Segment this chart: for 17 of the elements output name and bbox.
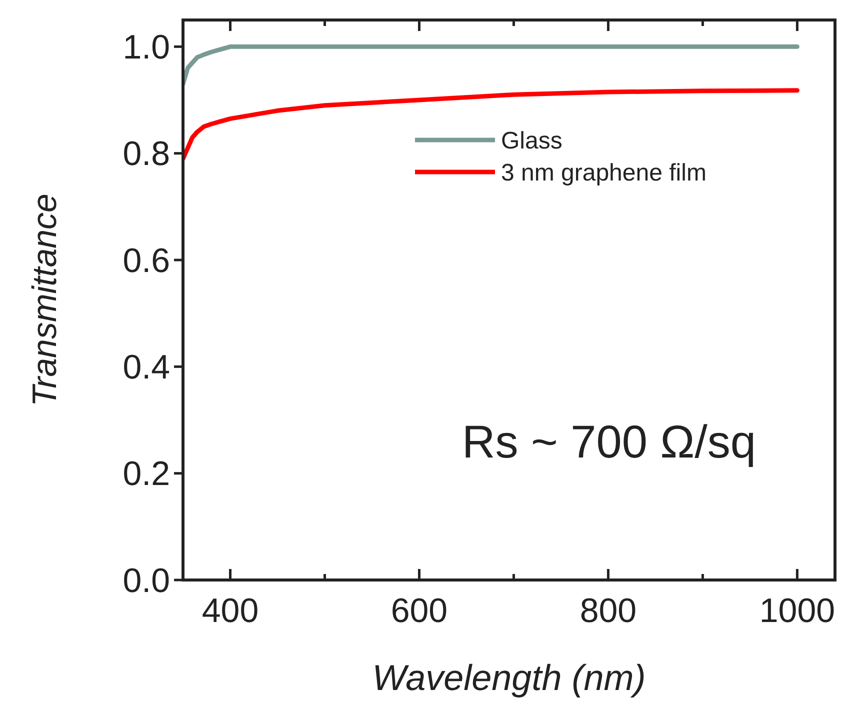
y-tick-label: 0.8 <box>122 135 170 174</box>
y-tick-label: 0.6 <box>122 242 170 280</box>
y-tick-label: 0.4 <box>122 348 170 387</box>
y-tick-label: 0.0 <box>122 562 170 600</box>
legend-label: 3 nm graphene film <box>501 159 706 186</box>
line-series <box>183 88 800 161</box>
x-tick-label: 400 <box>202 592 259 630</box>
x-tick-label: 600 <box>390 592 448 630</box>
y-tick-label: 1.0 <box>122 28 170 67</box>
annotation: Rs ~ 700 Ω/sq <box>462 415 756 468</box>
y-tick-label: 0.2 <box>122 455 170 494</box>
y-axis-title: Transmittance <box>26 194 64 406</box>
legend-label: Glass <box>501 127 562 154</box>
x-axis-title: Wavelength (nm) <box>372 657 646 698</box>
x-tick-label: 1000 <box>759 592 836 630</box>
x-tick-label: 800 <box>580 592 637 630</box>
line-series <box>183 44 800 86</box>
